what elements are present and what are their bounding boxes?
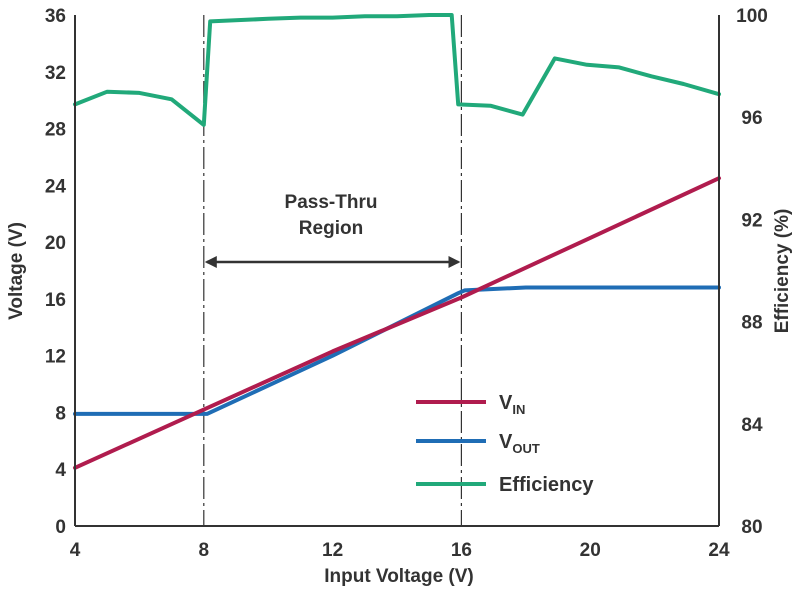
annotation-line-2: Region [299,218,363,239]
y-axis-title: Voltage (V) [6,222,27,320]
series-layer [73,13,721,470]
y-tick-labels: 0 4 8 12 16 20 24 28 32 36 [45,6,67,538]
x-tick-labels: 4 8 12 16 20 24 [70,540,730,561]
y-tick-label: 4 [55,460,66,481]
y-tick-label: 36 [45,6,66,27]
annotation-line-1: Pass-Thru [285,192,378,213]
y-tick-label: 12 [45,347,66,368]
y-tick-label: 32 [45,63,66,84]
efficiency-series-line [73,13,721,127]
legend-label-vout: VOUT [499,431,540,456]
legend-label-efficiency: Efficiency [499,474,594,496]
x-tick-label: 4 [70,540,81,561]
y2-tick-label: 84 [741,415,763,436]
pass-thru-region-markers [203,15,462,526]
pass-thru-annotation: Pass-Thru Region [204,192,461,268]
y2-tick-label: 100 [736,6,768,27]
vout-series-line [73,285,721,416]
x-axis-title: Input Voltage (V) [324,566,474,587]
x-tick-label: 20 [580,540,601,561]
y-tick-label: 24 [45,176,67,197]
y2-tick-label: 92 [741,210,762,231]
y-tick-label: 28 [45,120,66,141]
x-tick-label: 24 [708,540,730,561]
y2-tick-label: 88 [741,313,762,334]
y-tick-label: 20 [45,233,66,254]
legend: VIN VOUT Efficiency [416,392,594,496]
legend-label-vin: VIN [499,392,525,417]
y2-axis-title: Efficiency (%) [772,209,793,334]
x-tick-label: 8 [199,540,210,561]
vin-series-line [73,176,721,470]
y2-tick-labels: 80 84 88 92 96 100 [736,6,768,538]
x-tick-label: 16 [451,540,472,561]
y2-tick-label: 80 [741,517,762,538]
y-tick-label: 8 [55,403,66,424]
y2-tick-label: 96 [741,108,762,129]
axes-layer [74,15,720,527]
y-tick-label: 0 [55,517,66,538]
x-tick-label: 12 [322,540,343,561]
y-tick-label: 16 [45,290,66,311]
